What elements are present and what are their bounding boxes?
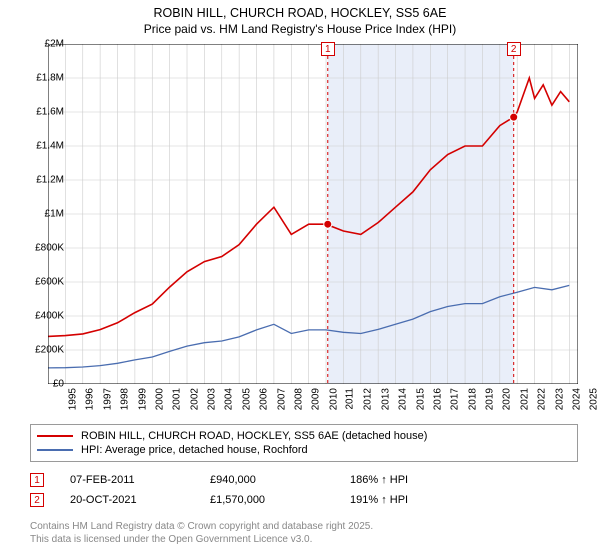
sale-date: 20-OCT-2021 — [70, 494, 210, 506]
y-tick-label: £1.4M — [36, 141, 64, 152]
x-tick-label: 2006 — [258, 388, 269, 410]
sale-price: £940,000 — [210, 474, 350, 486]
sales-table: 1 07-FEB-2011 £940,000 186% ↑ HPI 2 20-O… — [30, 470, 578, 510]
footer-line: This data is licensed under the Open Gov… — [30, 533, 373, 546]
sale-pct: 186% ↑ HPI — [350, 474, 578, 486]
x-tick-label: 1997 — [102, 388, 113, 410]
chart-title: ROBIN HILL, CHURCH ROAD, HOCKLEY, SS5 6A… — [0, 6, 600, 20]
chart-subtitle: Price paid vs. HM Land Registry's House … — [0, 22, 600, 36]
y-tick-label: £400K — [35, 311, 64, 322]
title-block: ROBIN HILL, CHURCH ROAD, HOCKLEY, SS5 6A… — [0, 0, 600, 36]
chart-container: ROBIN HILL, CHURCH ROAD, HOCKLEY, SS5 6A… — [0, 0, 600, 560]
x-tick-label: 2013 — [380, 388, 391, 410]
legend-label: HPI: Average price, detached house, Roch… — [81, 444, 308, 456]
legend-swatch — [37, 449, 73, 451]
sale-marker-icon: 2 — [30, 493, 44, 507]
x-tick-label: 2004 — [224, 388, 235, 410]
footer-line: Contains HM Land Registry data © Crown c… — [30, 520, 373, 533]
x-tick-label: 2007 — [276, 388, 287, 410]
legend-item: HPI: Average price, detached house, Roch… — [37, 443, 571, 457]
x-tick-label: 2002 — [189, 388, 200, 410]
sale-pct: 191% ↑ HPI — [350, 494, 578, 506]
sales-row: 1 07-FEB-2011 £940,000 186% ↑ HPI — [30, 470, 578, 490]
x-tick-label: 2023 — [554, 388, 565, 410]
x-tick-label: 2017 — [450, 388, 461, 410]
footer-attribution: Contains HM Land Registry data © Crown c… — [30, 520, 373, 546]
y-tick-label: £1.2M — [36, 175, 64, 186]
x-tick-label: 2009 — [311, 388, 322, 410]
x-tick-label: 2003 — [206, 388, 217, 410]
x-tick-label: 2019 — [484, 388, 495, 410]
legend-label: ROBIN HILL, CHURCH ROAD, HOCKLEY, SS5 6A… — [81, 430, 427, 442]
y-tick-label: £800K — [35, 243, 64, 254]
chart-svg — [48, 44, 578, 384]
x-tick-label: 2001 — [172, 388, 183, 410]
sale-marker-icon: 1 — [30, 473, 44, 487]
x-tick-label: 2024 — [571, 388, 582, 410]
sale-marker-flag: 2 — [507, 42, 521, 56]
x-tick-label: 2016 — [432, 388, 443, 410]
x-tick-label: 2005 — [241, 388, 252, 410]
x-tick-label: 2021 — [519, 388, 530, 410]
x-tick-label: 2014 — [397, 388, 408, 410]
x-tick-label: 1998 — [119, 388, 130, 410]
x-tick-label: 2011 — [345, 388, 356, 410]
sale-marker-flag: 1 — [321, 42, 335, 56]
legend-item: ROBIN HILL, CHURCH ROAD, HOCKLEY, SS5 6A… — [37, 429, 571, 443]
y-tick-label: £1.8M — [36, 73, 64, 84]
x-tick-label: 2020 — [502, 388, 513, 410]
legend-swatch — [37, 435, 73, 437]
x-tick-label: 2025 — [589, 388, 600, 410]
x-tick-label: 2000 — [154, 388, 165, 410]
plot-area — [48, 44, 578, 384]
x-tick-label: 2022 — [536, 388, 547, 410]
y-tick-label: £1M — [45, 209, 64, 220]
x-tick-label: 2018 — [467, 388, 478, 410]
x-tick-label: 2012 — [363, 388, 374, 410]
x-tick-label: 2010 — [328, 388, 339, 410]
y-tick-label: £2M — [45, 39, 64, 50]
y-tick-label: £600K — [35, 277, 64, 288]
x-tick-label: 1996 — [85, 388, 96, 410]
x-tick-label: 1999 — [137, 388, 148, 410]
legend: ROBIN HILL, CHURCH ROAD, HOCKLEY, SS5 6A… — [30, 424, 578, 462]
x-tick-label: 1995 — [67, 388, 78, 410]
sales-row: 2 20-OCT-2021 £1,570,000 191% ↑ HPI — [30, 490, 578, 510]
y-tick-label: £1.6M — [36, 107, 64, 118]
y-tick-label: £0 — [53, 379, 64, 390]
y-tick-label: £200K — [35, 345, 64, 356]
x-tick-label: 2008 — [293, 388, 304, 410]
sale-price: £1,570,000 — [210, 494, 350, 506]
x-tick-label: 2015 — [415, 388, 426, 410]
sale-date: 07-FEB-2011 — [70, 474, 210, 486]
